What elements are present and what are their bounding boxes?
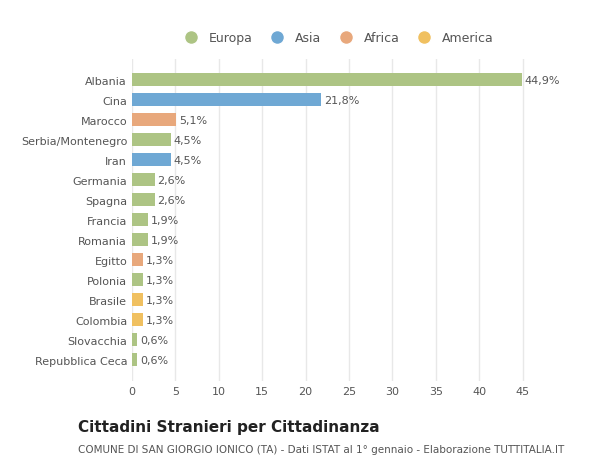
Bar [132,234,148,247]
Text: 2,6%: 2,6% [157,175,185,185]
Bar [132,334,137,347]
Text: 44,9%: 44,9% [524,76,560,86]
Bar [132,313,143,326]
Text: COMUNE DI SAN GIORGIO IONICO (TA) - Dati ISTAT al 1° gennaio - Elaborazione TUTT: COMUNE DI SAN GIORGIO IONICO (TA) - Dati… [78,444,564,454]
Bar [132,294,143,307]
Text: 4,5%: 4,5% [173,156,202,166]
Text: 1,3%: 1,3% [146,315,174,325]
Text: 0,6%: 0,6% [140,335,168,345]
Bar [132,74,522,87]
Bar [132,94,321,107]
Text: 1,9%: 1,9% [151,215,179,225]
Text: 0,6%: 0,6% [140,355,168,365]
Text: 1,3%: 1,3% [146,275,174,285]
Bar [132,214,148,227]
Text: 1,3%: 1,3% [146,295,174,305]
Bar [132,134,171,147]
Text: 4,5%: 4,5% [173,135,202,146]
Legend: Europa, Asia, Africa, America: Europa, Asia, Africa, America [173,28,499,50]
Bar [132,114,176,127]
Bar [132,174,155,187]
Text: 1,3%: 1,3% [146,255,174,265]
Text: 21,8%: 21,8% [324,96,359,106]
Text: 2,6%: 2,6% [157,196,185,205]
Bar [132,194,155,207]
Bar [132,254,143,267]
Bar [132,154,171,167]
Text: Cittadini Stranieri per Cittadinanza: Cittadini Stranieri per Cittadinanza [78,419,380,434]
Text: 5,1%: 5,1% [179,116,207,126]
Text: 1,9%: 1,9% [151,235,179,245]
Bar [132,353,137,366]
Bar [132,274,143,286]
